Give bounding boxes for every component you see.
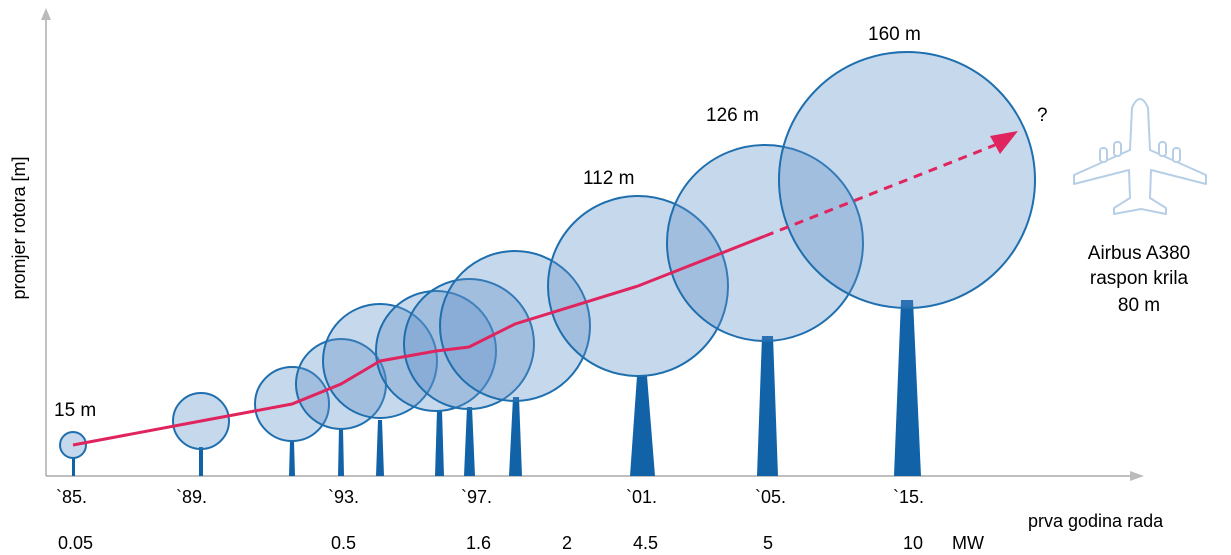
tower [464, 407, 475, 476]
diameter-label: 160 m [868, 24, 921, 45]
towers [72, 300, 921, 476]
reference-line-3: 80 m [1118, 295, 1160, 316]
rotor-disc [403, 278, 535, 410]
year-labels: `85. `89. `93. `97. `01. `05. `15. [56, 487, 924, 507]
tower [509, 397, 522, 476]
power-label: 0.05 [58, 533, 93, 553]
future-marker: ? [1037, 105, 1048, 126]
diameter-label: 126 m [706, 105, 759, 126]
year-label: `05. [755, 487, 786, 507]
year-label: `89. [176, 487, 207, 507]
tower [435, 410, 444, 476]
power-label: 1.6 [466, 533, 491, 553]
diameter-label: 112 m [583, 168, 634, 189]
y-axis-label: promjer rotora [m] [9, 156, 29, 299]
trend-line [72, 234, 766, 447]
year-label: `15. [893, 487, 924, 507]
tower [289, 441, 295, 476]
rotor-disc [439, 250, 591, 402]
tower [199, 447, 203, 476]
trend-arrow-icon [990, 131, 1018, 154]
rotor-disc [666, 144, 864, 342]
tower [630, 376, 655, 476]
y-axis-arrow-icon [41, 8, 51, 20]
x-axis-label: prva godina rada [1028, 511, 1164, 531]
year-label: `97. [461, 487, 492, 507]
power-unit-label: MW [952, 533, 984, 553]
year-label: `93. [328, 487, 359, 507]
tower [757, 336, 778, 476]
tower [72, 457, 75, 476]
tower [894, 300, 921, 476]
power-label: 10 [903, 533, 923, 553]
reference-line-1: Airbus A380 [1088, 243, 1190, 264]
power-label: 0.5 [331, 533, 356, 553]
power-label: 4.5 [633, 533, 658, 553]
year-label: `01. [626, 487, 657, 507]
year-label: `85. [56, 487, 87, 507]
diameter-label: 15 m [54, 400, 96, 421]
tower [338, 428, 344, 476]
rotor-discs [59, 51, 1036, 459]
power-label: 2 [562, 533, 572, 553]
airplane-icon [1073, 98, 1207, 215]
reference-caption: Airbus A380 raspon krila 80 m [1088, 243, 1190, 316]
reference-line-2: raspon krila [1090, 268, 1189, 289]
x-axis-arrow-icon [1130, 471, 1144, 481]
power-labels: 0.05 0.5 1.6 2 4.5 5 10 MW [58, 533, 984, 553]
tower [376, 420, 384, 476]
power-label: 5 [763, 533, 773, 553]
